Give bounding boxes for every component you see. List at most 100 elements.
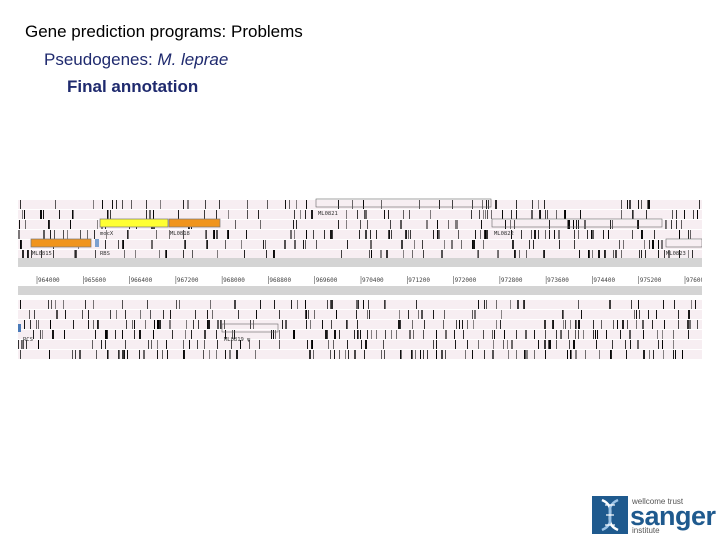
stop-codon — [458, 230, 459, 239]
stop-codon — [653, 350, 654, 359]
stop-codon — [316, 240, 317, 249]
stop-codon — [75, 350, 76, 359]
frame-row-12 — [18, 350, 702, 359]
stop-codon — [544, 340, 546, 349]
stop-codon — [122, 350, 124, 359]
stop-codon — [549, 220, 550, 229]
frame-row-2 — [18, 210, 702, 219]
stop-codon — [279, 310, 280, 319]
stop-codon — [225, 330, 226, 339]
stop-codon — [621, 210, 622, 219]
stop-codon — [441, 350, 443, 359]
ruler-band-top — [18, 258, 702, 267]
subtitle-prefix: Pseudogenes: — [44, 50, 158, 69]
feature-labels: ML0821 mocX ML0818 ML0822 ML0815 RBS ML0… — [23, 211, 686, 343]
stop-codon — [663, 300, 664, 309]
stop-codon — [49, 350, 50, 359]
stop-codon — [575, 320, 576, 329]
stop-codon — [21, 240, 22, 249]
stop-codon — [676, 210, 677, 219]
stop-codon — [221, 320, 222, 329]
stop-codon — [338, 200, 339, 209]
stop-codon — [456, 320, 457, 329]
stop-codon — [166, 340, 167, 349]
stop-codon — [652, 320, 653, 329]
stop-codon — [658, 340, 659, 349]
stop-codon — [549, 230, 550, 239]
stop-codon — [384, 350, 385, 359]
stop-codon — [658, 250, 659, 259]
stop-codon — [371, 250, 372, 259]
stop-codon — [305, 240, 306, 249]
stop-codon — [629, 200, 631, 209]
stop-codon — [511, 210, 512, 219]
stop-codon — [486, 230, 488, 239]
stop-codon — [352, 200, 353, 209]
stop-codon — [511, 340, 513, 349]
stop-codon — [437, 220, 438, 229]
stop-codon — [309, 350, 311, 359]
logo-line1: wellcome trust — [632, 497, 684, 506]
stop-codon — [365, 210, 367, 219]
stop-codon — [544, 250, 545, 259]
stop-codon — [253, 320, 254, 329]
stop-codon — [565, 320, 566, 329]
stop-codon — [160, 200, 161, 209]
stop-codon — [273, 330, 274, 339]
stop-codon — [545, 330, 546, 339]
stop-codon — [519, 250, 520, 259]
gene-ml0821-outline[interactable] — [315, 198, 492, 208]
stop-codon — [365, 340, 367, 349]
stop-codon — [532, 200, 533, 209]
stop-codon — [554, 230, 555, 239]
label-ml0821: ML0821 — [318, 211, 338, 217]
stop-codon — [118, 350, 119, 359]
stop-codon — [649, 240, 650, 249]
stop-codon — [644, 240, 645, 249]
ruler-tick-label: 972000 — [455, 277, 477, 284]
subtitle-species: M. leprae — [157, 50, 229, 69]
stop-codon — [376, 330, 377, 339]
gene-ml0818[interactable] — [168, 218, 221, 228]
stop-codon — [400, 220, 402, 229]
stop-codon — [570, 350, 571, 359]
stop-codon — [217, 320, 219, 329]
stop-codon — [578, 300, 579, 309]
stop-codon — [364, 210, 365, 219]
stop-codon — [692, 250, 693, 259]
stop-codon — [409, 330, 411, 339]
gene-ml0822-outline[interactable] — [491, 218, 663, 228]
gene-ml0815[interactable] — [30, 238, 92, 248]
genome-viewer[interactable]: 964000 965600 966400 967200 968000 968800 9696… — [18, 196, 702, 362]
stop-codon — [483, 330, 484, 339]
stop-codon — [638, 300, 639, 309]
stop-codon — [36, 320, 37, 329]
stop-codon — [55, 300, 56, 309]
stop-codon — [529, 240, 530, 249]
stop-codon — [72, 350, 73, 359]
stop-codon — [621, 200, 622, 209]
stop-codon — [585, 350, 586, 359]
stop-codon — [127, 350, 128, 359]
label-ml0819: ML0819 ψ — [224, 337, 251, 343]
stop-codon — [274, 300, 275, 309]
stop-codon — [345, 350, 346, 359]
gene-mocx[interactable] — [99, 218, 169, 228]
label-rcs: RCS — [23, 337, 33, 343]
stop-codon — [664, 320, 665, 329]
stop-codon — [370, 230, 371, 239]
gene-ml0823-outline[interactable] — [665, 238, 702, 248]
stop-codon — [388, 230, 390, 239]
stop-codon — [134, 320, 135, 329]
stop-codon — [92, 340, 93, 349]
stop-codon — [638, 220, 639, 229]
stop-codon — [580, 210, 581, 219]
stop-codon — [145, 320, 146, 329]
stop-codon — [369, 250, 370, 259]
stop-codon — [333, 340, 334, 349]
stop-codon — [443, 320, 444, 329]
stop-codon — [260, 220, 261, 229]
stop-codon — [514, 220, 515, 229]
pseudogene-ml0819-outline[interactable] — [221, 323, 279, 333]
stop-codon — [613, 320, 614, 329]
